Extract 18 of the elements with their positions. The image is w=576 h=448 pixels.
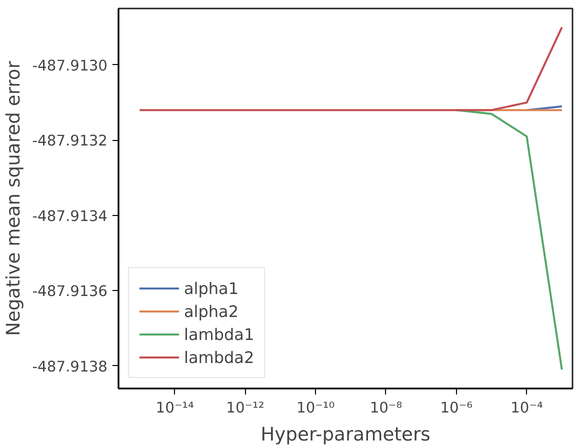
y-tick-label: -487.9130 bbox=[32, 57, 108, 74]
y-tick-label: -487.9134 bbox=[32, 208, 108, 225]
x-tick-label: 10⁻⁶ bbox=[440, 400, 473, 416]
legend-label: lambda1 bbox=[184, 324, 254, 344]
x-axis-title: Hyper-parameters bbox=[260, 424, 430, 446]
legend-label: alpha2 bbox=[184, 302, 239, 320]
legend-label: alpha1 bbox=[184, 278, 239, 298]
x-tick-label: 10⁻¹² bbox=[226, 400, 264, 416]
legend-label: lambda2 bbox=[184, 348, 254, 366]
y-tick-label: -487.9132 bbox=[32, 132, 108, 150]
y-axis-title: Negative mean squared error bbox=[3, 60, 24, 336]
x-tick-label: 10⁻¹⁴ bbox=[156, 400, 194, 416]
x-tick-label: 10⁻⁸ bbox=[370, 400, 402, 416]
line-series bbox=[455, 109, 563, 371]
x-tick-label: 10⁻⁴ bbox=[510, 400, 543, 416]
y-tick-label: -487.9136 bbox=[32, 283, 108, 300]
x-tick-label: 10⁻¹⁰ bbox=[296, 400, 335, 416]
y-tick-label: -487.9138 bbox=[32, 358, 108, 376]
